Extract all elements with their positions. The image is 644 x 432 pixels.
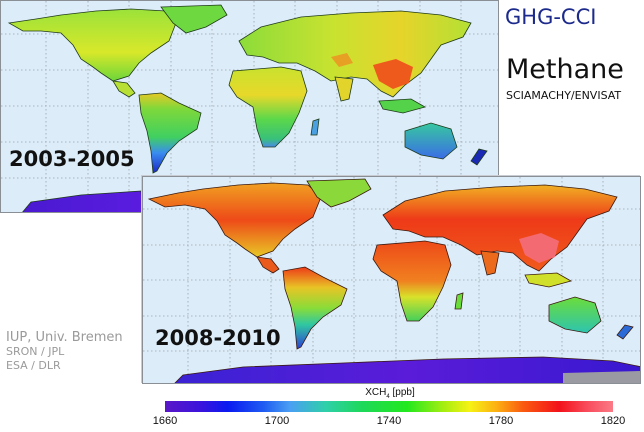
colorbar-title-subscript: 4 [386,394,390,400]
colorbar-title-unit: [ppb] [389,387,415,398]
world-map-graphic [1,1,498,212]
colorbar-title-main: XCH [365,387,387,398]
colorbar-tick: 1660 [152,415,178,427]
colorbar-title: XCH4 [ppb] [360,387,420,400]
colorbar-gradient [165,401,613,412]
credit-iup-bremen: IUP, Univ. Bremen [6,330,123,345]
project-title: GHG-CCI [505,5,597,29]
colorbar-tick: 1740 [376,415,402,427]
colorbar-tick: 1780 [488,415,514,427]
period-label-2008-2010: 2008-2010 [155,326,281,350]
world-map-graphic [143,177,640,383]
colorbar-tick: 1820 [600,415,626,427]
instrument-label: SCIAMACHY/ENVISAT [506,89,622,102]
species-title: Methane [506,54,624,85]
period-label-2003-2005: 2003-2005 [9,147,135,171]
map-2003-2005: 2003-2005 [0,0,499,213]
credit-sron-jpl: SRON / JPL [6,345,65,358]
map-2008-2010: 2008-2010 [142,176,641,384]
colorbar-tick: 1700 [264,415,290,427]
credits: IUP, Univ. Bremen SRON / JPL ESA / DLR [6,330,123,373]
credit-esa-dlr: ESA / DLR [6,359,61,372]
